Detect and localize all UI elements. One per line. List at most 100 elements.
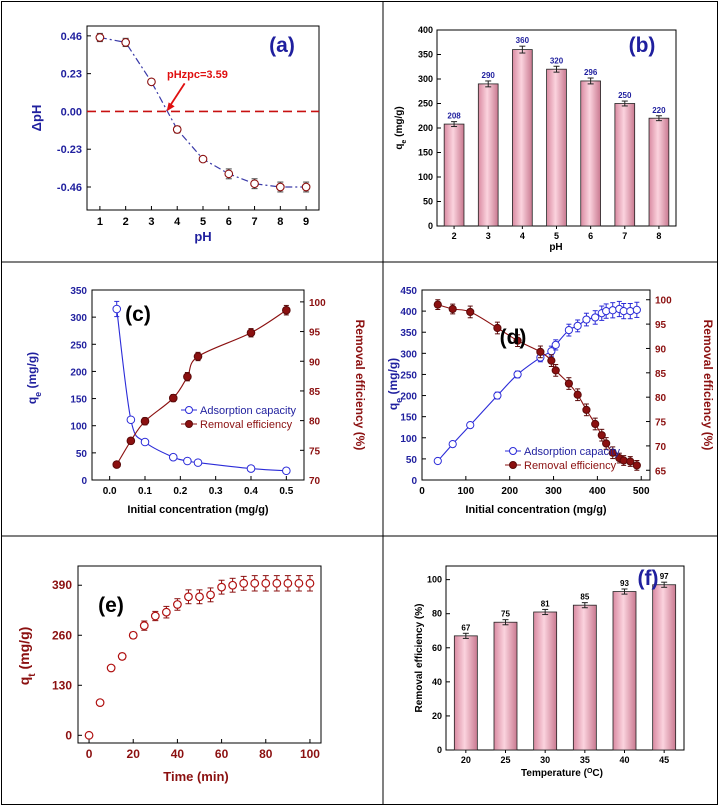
- y-tick-label: 0: [65, 728, 72, 742]
- y-tick-label: 150: [418, 148, 433, 158]
- bar: [572, 604, 597, 751]
- bar: [612, 591, 637, 751]
- data-point: [217, 582, 226, 592]
- x-tick-label: 0.1: [138, 486, 152, 497]
- chart-d: 0 100 200 300 400 500 0 50 100 150 200 250 300 350 400…: [386, 286, 715, 516]
- x-tick-label: 20: [461, 755, 471, 765]
- x-tick-label: 60: [215, 747, 229, 761]
- data-point-capacity: [632, 305, 641, 314]
- x-tick-label: 4: [520, 231, 525, 241]
- x-tick-label: 200: [501, 486, 518, 497]
- x-tick-label: 7: [622, 231, 627, 241]
- x-tick-label: 5: [200, 216, 206, 228]
- axis-ticks: 1 2 3 4 5 6 7 8 9 0.46 0.23 0.00 -0.23 -0.46: [57, 31, 309, 228]
- x-tick-label: 500: [633, 486, 650, 497]
- y-tick-label: 60: [432, 643, 442, 653]
- data-point: [250, 578, 260, 588]
- data-point-capacity: [168, 452, 178, 462]
- y-tick-label-left: 100: [70, 422, 87, 433]
- y-tick-label-left: 200: [70, 367, 87, 378]
- x-tick-label: 0.3: [209, 486, 223, 497]
- x-tick-label: 2: [452, 231, 457, 241]
- x-tick-label: 40: [619, 755, 629, 765]
- data-marks: [87, 32, 319, 193]
- data-point-capacity: [551, 340, 560, 349]
- data-label: 208: [447, 112, 461, 121]
- y-tick-label: 20: [432, 711, 442, 721]
- data-point-removal: [602, 439, 611, 448]
- legend: Adsorption capacity Removal efficiency: [505, 446, 620, 472]
- panel-label: (c): [125, 303, 151, 326]
- bar: [512, 49, 533, 227]
- data-point-removal: [626, 457, 635, 466]
- data-point: [106, 663, 116, 673]
- legend-marker-capacity: [185, 406, 193, 414]
- data-marks: [84, 575, 315, 740]
- data-point-capacity: [582, 315, 591, 324]
- x-tick-label: 35: [580, 755, 590, 765]
- data-point-capacity: [246, 464, 256, 473]
- y-tick-label: 50: [423, 197, 433, 207]
- data-point-capacity: [573, 321, 582, 330]
- data-marks: [433, 299, 641, 471]
- data-point-removal: [433, 300, 442, 309]
- data-point: [283, 578, 293, 588]
- data-point-capacity: [626, 307, 635, 316]
- y-tick-label-left: 150: [70, 395, 87, 406]
- y-axis-label-right: Removal efficiency (%): [701, 320, 715, 451]
- y-tick-label-right: 65: [655, 466, 667, 477]
- x-tick-label: 3: [486, 231, 491, 241]
- legend-marker-removal: [509, 461, 517, 469]
- data-point: [239, 578, 249, 588]
- data-point: [275, 182, 285, 192]
- chart-a: 1 2 3 4 5 6 7 8 9 0.46 0.23 0.00 -0.23 -0.46 (a) pH Δ…: [29, 25, 320, 244]
- x-axis-label: Initial concentration (mg/g): [465, 504, 607, 516]
- panel-label: (d): [500, 326, 527, 349]
- x-tick-label: 0: [86, 747, 93, 761]
- x-tick-label: 0.2: [173, 486, 187, 497]
- x-axis-label: pH: [194, 229, 211, 244]
- y-tick-label: 0.00: [61, 106, 82, 118]
- y-axis-label: qt (mg/g): [16, 627, 38, 686]
- y-axis-label-right: Removal efficiency (%): [353, 320, 367, 451]
- y-axis-label-left: qe (mg/g): [386, 358, 404, 410]
- x-tick-label: 5: [554, 231, 559, 241]
- y-tick-label-right: 80: [655, 393, 667, 404]
- data-label: 250: [618, 91, 632, 100]
- x-tick-label: 0: [419, 486, 425, 497]
- y-tick-label-right: 85: [309, 387, 321, 398]
- y-tick-label: -0.23: [57, 144, 82, 156]
- y-tick-label: 260: [52, 628, 72, 642]
- x-tick-label: 80: [259, 747, 273, 761]
- legend: Adsorption capacity Removal efficiency: [181, 405, 296, 431]
- panel-label: (a): [269, 34, 295, 57]
- data-point-removal: [573, 390, 582, 399]
- y-tick-label: 100: [427, 575, 442, 585]
- data-point-capacity: [112, 304, 122, 314]
- y-tick-label-left: 450: [400, 286, 417, 297]
- y-tick-label: 200: [418, 123, 433, 133]
- x-tick-label: 8: [277, 216, 283, 228]
- data-point-removal: [551, 366, 560, 375]
- data-point-capacity: [126, 415, 136, 425]
- data-label: 296: [584, 68, 598, 77]
- y-tick-label-right: 70: [309, 476, 321, 487]
- data-point: [139, 621, 149, 631]
- y-axis-label-left: qe (mg/g): [25, 352, 43, 404]
- data-point-removal: [493, 323, 502, 333]
- axis-ticks: 0 50 100 150 200 250 300 350 400 2 3 4 5 6 7 8: [418, 25, 661, 241]
- x-tick-label: 9: [303, 216, 309, 228]
- bar: [580, 80, 601, 227]
- y-tick-label-left: 50: [76, 449, 88, 460]
- legend-label-capacity: Adsorption capacity: [524, 446, 620, 458]
- y-tick-label-right: 100: [309, 298, 326, 309]
- y-axis-label: Removal efficiency (%): [414, 604, 425, 713]
- x-axis-label: Temperature (OC): [521, 768, 603, 780]
- y-tick-label: 0: [428, 221, 433, 231]
- data-point-removal: [619, 456, 628, 465]
- bar: [443, 123, 465, 227]
- y-tick-label: 80: [432, 609, 442, 619]
- y-tick-label-left: 50: [406, 455, 418, 466]
- data-point-removal: [183, 372, 192, 381]
